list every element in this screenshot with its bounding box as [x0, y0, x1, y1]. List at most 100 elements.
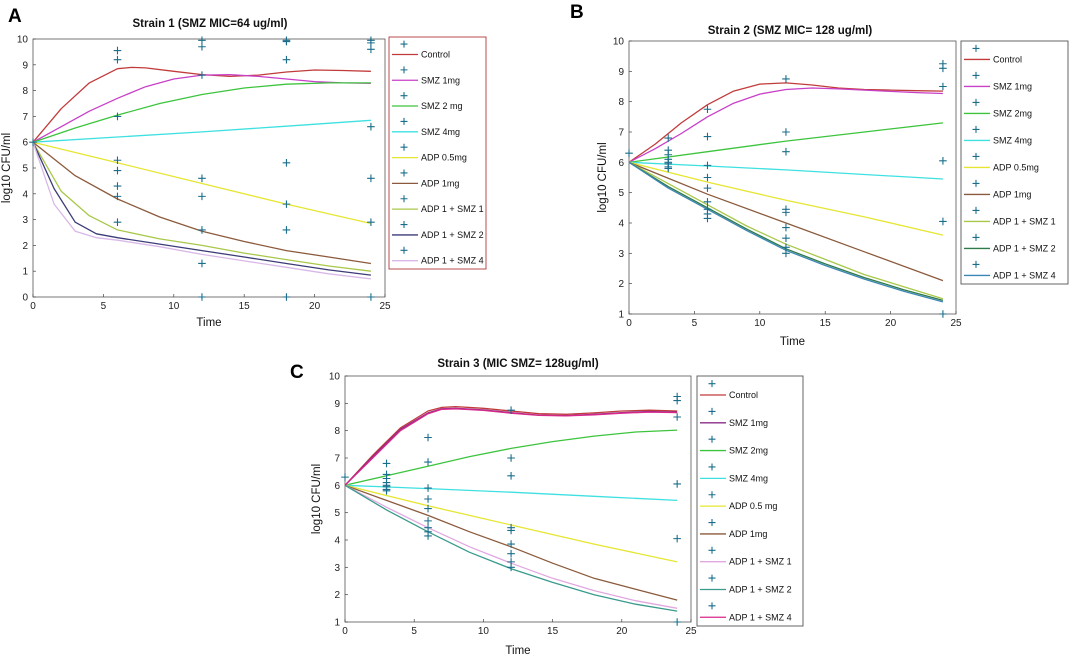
observation-point: [198, 36, 206, 45]
legend-label: ADP 1 + SMZ 1: [993, 216, 1056, 226]
x-tick-label: 10: [478, 626, 490, 637]
observation-point: [367, 293, 375, 301]
observation-point: [424, 504, 432, 513]
legend-marker-icon: [972, 98, 980, 106]
observation-point: [424, 458, 432, 466]
legend: [696, 375, 804, 627]
observation-point: [507, 563, 515, 572]
panel-a: A Strain 1 (SMZ MIC=64 ug/ml)0 5 10 15 20 2501…: [1, 6, 487, 329]
series-line-adp-1-smz-1: [32, 141, 371, 272]
observation-point: [113, 46, 122, 55]
observation-point: [424, 532, 432, 540]
series-line-smz-4mg: [628, 161, 943, 180]
legend-label: ADP 0.5 mg: [729, 501, 777, 511]
x-tick-label: 25: [379, 301, 391, 312]
legend-marker-icon: [708, 435, 716, 443]
observation-point: [382, 487, 391, 495]
panel-c: C Strain 3 (MIC SMZ= 128ug/ml)0 5 10 15 20 251…: [290, 358, 804, 657]
plot-area: [32, 38, 386, 298]
observation-point: [367, 122, 375, 131]
observation-point: [382, 459, 391, 468]
chart-title: Strain 1 (SMZ MIC=64 ug/ml): [133, 18, 288, 30]
observation-point: [424, 517, 432, 525]
legend-label: SMZ 2 mg: [421, 101, 463, 111]
y-tick-label: 9: [334, 399, 340, 410]
legend-label: Control: [421, 49, 450, 59]
y-tick-label: 10: [329, 372, 341, 383]
legend-label: SMZ 4mg: [993, 135, 1032, 145]
y-tick-label: 3: [334, 563, 340, 574]
legend-label: Control: [729, 390, 758, 400]
legend-label: ADP 1 + SMZ 2: [729, 584, 792, 594]
legend-marker-icon: [972, 71, 980, 79]
legend-marker-icon: [972, 152, 980, 160]
observation-point: [113, 218, 122, 226]
plot-area: [628, 40, 957, 315]
series-line-smz-1mg: [628, 87, 943, 163]
y-tick-label: 4: [22, 189, 28, 200]
y-tick-label: 3: [22, 215, 28, 226]
y-tick-label: 1: [618, 310, 624, 321]
observation-point: [507, 540, 515, 548]
legend-marker-icon: [708, 546, 716, 554]
observation-point: [703, 132, 712, 141]
legend-label: ADP 1 + SMZ 4: [993, 270, 1056, 280]
legend-marker-icon: [400, 246, 408, 254]
observation-point: [703, 184, 712, 192]
legend-label: SMZ 4mg: [729, 473, 768, 483]
legend-label: ADP 0.5mg: [421, 153, 467, 163]
legend-marker-icon: [400, 195, 408, 203]
x-tick-label: 20: [309, 301, 321, 312]
observation-point: [782, 75, 790, 83]
legend-marker-icon: [708, 574, 716, 582]
legend-label: ADP 1 + SMZ 2: [421, 230, 484, 240]
y-tick-label: 2: [22, 241, 28, 252]
series-line-adp-1-smz-4: [344, 408, 678, 486]
x-tick-label: 0: [30, 301, 36, 312]
observation-point: [664, 134, 673, 142]
legend-marker-icon: [400, 169, 408, 177]
y-tick-label: 1: [22, 267, 28, 278]
y-tick-label: 8: [334, 426, 340, 437]
legend-label: ADP 1 + SMZ 4: [729, 612, 792, 622]
series-line-adp-1mg: [628, 161, 944, 282]
x-axis-label: Time: [505, 645, 530, 657]
observation-point: [782, 147, 790, 156]
x-tick-label: 15: [239, 301, 251, 312]
legend-label: ADP 1 + SMZ 1: [421, 204, 484, 214]
y-tick-label: 7: [22, 112, 28, 123]
observation-point: [703, 197, 712, 206]
series-line-smz-4mg: [344, 484, 678, 502]
y-tick-label: 2: [618, 279, 624, 290]
observation-point: [29, 138, 37, 146]
legend-marker-icon: [708, 407, 716, 415]
observation-point: [198, 42, 206, 51]
x-tick-label: 20: [616, 626, 628, 637]
legend-marker-icon: [400, 40, 408, 48]
y-tick-label: 2: [334, 590, 340, 601]
observation-point: [367, 45, 375, 54]
legend-label: SMZ 2mg: [993, 108, 1032, 118]
observation-point: [113, 192, 122, 201]
y-tick-label: 7: [334, 454, 340, 465]
observation-point: [673, 413, 681, 421]
y-tick-label: 10: [613, 37, 625, 48]
series-line-adp-0-5mg: [32, 141, 372, 225]
observation-point: [703, 173, 712, 182]
observation-point: [673, 480, 681, 488]
y-axis-label: log10 CFU/ml: [597, 142, 609, 212]
x-tick-label: 15: [820, 318, 832, 329]
observation-point: [782, 128, 790, 136]
observation-point: [198, 71, 206, 79]
observation-point: [703, 214, 712, 223]
observation-point: [782, 234, 790, 242]
y-tick-label: 4: [334, 536, 340, 547]
observation-point: [507, 471, 515, 480]
y-tick-label: 4: [618, 219, 624, 230]
y-tick-label: 0: [22, 293, 28, 304]
observation-point: [673, 534, 681, 543]
observation-point: [625, 149, 633, 158]
legend-label: SMZ 1mg: [729, 418, 768, 428]
